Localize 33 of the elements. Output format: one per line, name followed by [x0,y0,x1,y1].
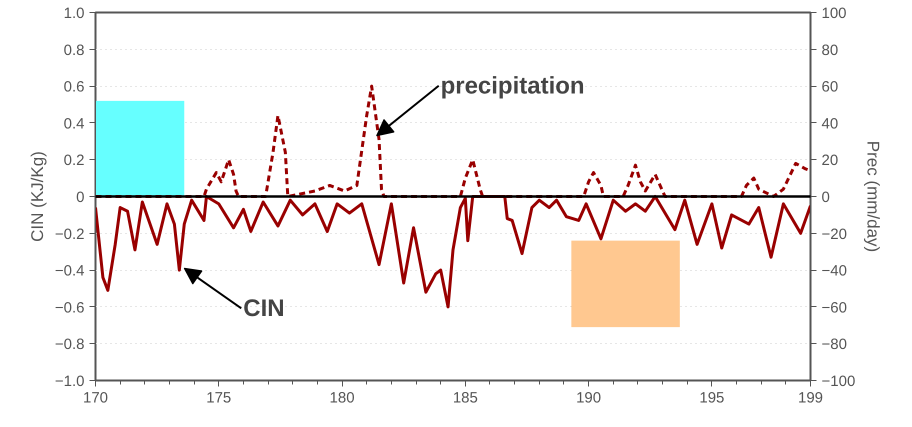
y-tick-label: 0.6 [64,78,85,96]
y2-tick-label: −20 [822,226,847,243]
y-tick-label: −0.8 [54,336,85,354]
y2-tick-label: −60 [822,299,847,316]
y2-tick-label: 60 [822,78,838,96]
x-tick-label: 170 [82,390,108,406]
annotation: CIN [243,294,285,322]
x-tick-label: 185 [452,390,478,406]
x-tick-label: 180 [330,390,355,406]
y-tick-label: −1.0 [54,373,85,390]
y2-tick-label: −40 [822,262,847,280]
y-tick-label: 1.0 [64,5,85,22]
y2-axis-title: Prec (mm/day) [863,140,882,252]
x-tick-label: 190 [576,390,602,406]
y2-tick-label: 20 [822,152,838,170]
y-tick-label: 0.2 [64,152,85,170]
y-tick-label: −0.4 [54,262,85,280]
y-tick-label: 0.8 [64,42,85,59]
y-tick-label: 0.4 [64,115,85,132]
y-tick-label: 0 [76,189,84,206]
y2-tick-label: 40 [822,115,838,132]
y2-tick-label: 100 [822,5,847,22]
y-axis-title: CIN (KJ/Kg) [28,151,47,242]
x-tick-label: 175 [206,390,232,406]
y2-tick-label: −100 [822,373,856,390]
x-tick-label: 195 [699,390,724,406]
y2-tick-label: 0 [822,189,830,206]
y2-tick-label: 80 [822,42,838,59]
x-tick-label: 199 [798,390,824,406]
y-tick-label: −0.2 [54,226,85,243]
y-tick-label: −0.6 [54,299,85,316]
annotation: precipitation [440,72,585,100]
y2-tick-label: −80 [822,336,847,354]
